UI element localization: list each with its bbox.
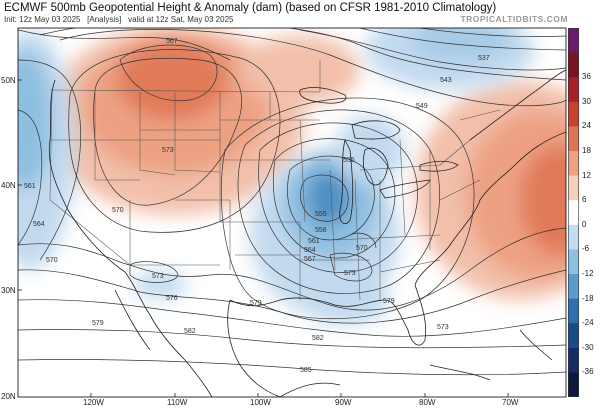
lon-label: 80W <box>419 398 436 407</box>
colorbar-label: -36 <box>582 367 594 377</box>
colorbar-label: -12 <box>582 269 594 278</box>
contour-label: 570 <box>356 245 368 252</box>
colorbar-swatch <box>568 126 579 152</box>
lat-label: 20N <box>1 392 16 401</box>
map-title: ECMWF 500mb Geopotential Height & Anomal… <box>4 2 497 14</box>
axis-ticks <box>18 79 509 397</box>
contour-label: 582 <box>312 335 324 342</box>
lat-label: 50N <box>1 76 16 85</box>
colorbar-swatch <box>568 249 579 275</box>
colorbar-label: -30 <box>582 342 594 352</box>
map-subtitle: Init: 12z May 03 2025 [Analysis] valid a… <box>4 15 233 24</box>
colorbar-label: 36 <box>582 72 591 82</box>
colorbar-swatch <box>568 347 579 373</box>
state-borders <box>49 60 501 301</box>
contour-label: 537 <box>478 55 490 62</box>
contour-label: 567 <box>304 256 316 263</box>
lon-label: 120W <box>83 398 104 407</box>
coastlines <box>48 69 566 397</box>
colorbar-label: 12 <box>582 170 591 180</box>
contour-label: 564 <box>33 221 45 228</box>
colorbar-swatch <box>568 224 579 250</box>
valid-time: valid at 12z Sat, May 03 2025 <box>128 15 234 24</box>
contour-label: 579 <box>250 300 262 307</box>
colorbar-swatch <box>568 52 579 78</box>
init-time: Init: 12z May 03 2025 <box>4 15 81 24</box>
contour-label: 573 <box>152 273 164 280</box>
contour-labels: 567 573 573 537 543 549 555 555 558 561 … <box>24 38 490 374</box>
positive-anomaly-east <box>415 80 566 300</box>
map-frame <box>17 27 567 398</box>
contour-label: 555 <box>343 157 355 164</box>
colorbar-swatch <box>568 101 579 127</box>
colorbar-swatch <box>568 151 579 177</box>
colorbar-swatch <box>568 77 579 103</box>
contour-label: 573 <box>344 270 356 277</box>
contour-label: 579 <box>92 320 104 327</box>
lat-label: 30N <box>1 286 16 295</box>
lon-label: 70W <box>502 398 519 407</box>
contour-label: 567 <box>166 38 178 45</box>
contour-label: 573 <box>162 147 174 154</box>
contour-label: 543 <box>440 77 452 84</box>
colorbar-label: 6 <box>582 195 587 205</box>
site-watermark: TROPICALTIDBITS.COM <box>460 14 568 24</box>
contour-label: 570 <box>46 257 58 264</box>
contour-label: 570 <box>112 207 124 214</box>
colorbar-label: -24 <box>582 318 594 328</box>
colorbar-label: -6 <box>582 244 590 254</box>
colorbar-swatch <box>568 323 579 349</box>
lon-label: 110W <box>167 398 188 407</box>
colorbar-swatch <box>568 28 579 54</box>
analysis-tag: [Analysis] <box>87 15 122 24</box>
lat-label: 40N <box>1 181 16 190</box>
colorbar-swatch <box>568 274 579 300</box>
colorbar-label: 0 <box>582 219 587 229</box>
contour-label: 561 <box>308 238 320 245</box>
contour-label: 576 <box>166 295 178 302</box>
contour-label: 564 <box>304 247 316 254</box>
colorbar-label: 24 <box>582 121 591 131</box>
lon-label: 90W <box>335 398 352 407</box>
contour-label: 549 <box>416 103 428 110</box>
colorbar-swatch <box>568 175 579 201</box>
colorbar-swatch <box>568 372 579 397</box>
contour-label: 579 <box>383 298 395 305</box>
colorbar-label: -18 <box>582 293 594 303</box>
colorbar-label: 18 <box>582 146 591 155</box>
contour-label: 585 <box>300 367 312 374</box>
colorbar-swatch <box>568 200 579 226</box>
colorbar <box>568 28 579 397</box>
contour-label: 582 <box>184 328 196 335</box>
lon-label: 100W <box>250 398 271 407</box>
contour-label: 573 <box>437 324 449 331</box>
contour-label: 555 <box>315 211 327 218</box>
negative-anomaly-north <box>365 28 535 90</box>
height-contours <box>18 28 566 376</box>
contour-label: 558 <box>315 227 327 234</box>
colorbar-label: 30 <box>582 96 591 106</box>
colorbar-swatch <box>568 298 579 324</box>
contour-label: 561 <box>24 183 36 190</box>
